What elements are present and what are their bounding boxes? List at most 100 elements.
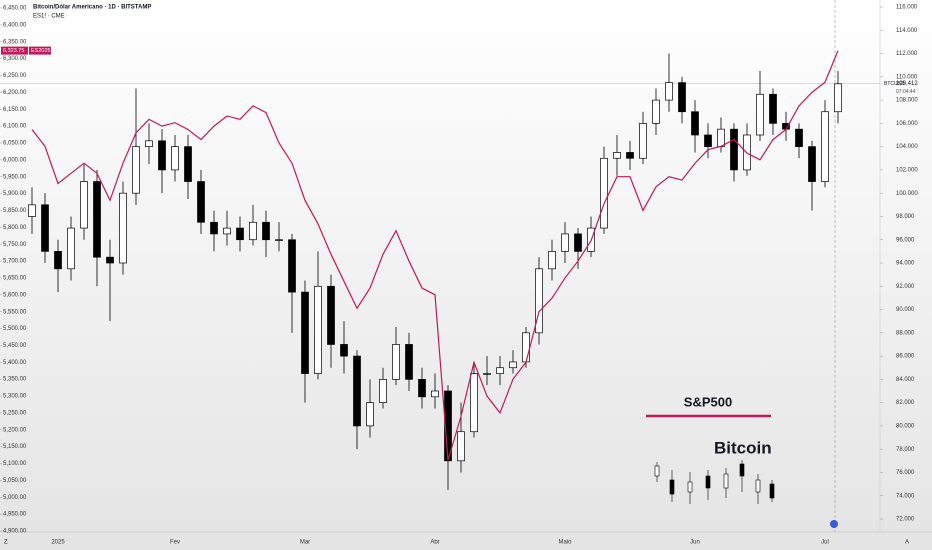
bitcoin-legend-icon (654, 460, 775, 504)
candle-body (262, 221, 270, 241)
y2-tick-label: 106.000 (896, 121, 918, 127)
candle-body (67, 227, 75, 270)
y2-tick-label: 92.000 (896, 284, 915, 290)
corner-label: A (905, 540, 909, 546)
y2-tick-label: 110.000 (896, 74, 918, 80)
y-tick-label: 5,450.00 (3, 343, 27, 349)
contract-badge (29, 46, 51, 55)
candle-body (548, 251, 556, 270)
sp500-line (31, 50, 839, 461)
y-tick-label: 5,500.00 (3, 326, 27, 332)
candle-body (184, 146, 192, 182)
y-tick-label: 5,100.00 (3, 461, 27, 467)
y-tick-label: 5,650.00 (3, 276, 27, 282)
y2-tick-label: 102.000 (896, 167, 918, 173)
candle-body (197, 181, 205, 223)
y-tick-label: 6,400.00 (3, 22, 27, 28)
candle-body (171, 146, 179, 171)
price-badge-label: 6,323.75 (3, 48, 24, 54)
candle-body (834, 83, 842, 113)
y2-tick-label: 90.000 (896, 307, 915, 313)
y-tick-label: 5,400.00 (3, 360, 27, 366)
candle-body (457, 431, 465, 462)
y-tick-label: 5,200.00 (3, 427, 27, 433)
y-tick-label: 6,100.00 (3, 124, 27, 130)
y2-tick-label: 80.000 (896, 423, 915, 429)
candle-body (366, 402, 374, 427)
y-tick-label: 6,300.00 (3, 56, 27, 62)
candle-body (444, 390, 452, 462)
candle-body (665, 82, 673, 101)
candle-body (119, 192, 127, 264)
y2-tick-label: 78.000 (896, 447, 915, 453)
y-tick-label: 5,550.00 (3, 309, 27, 315)
candle-body (535, 268, 543, 334)
y-tick-label: 5,000.00 (3, 495, 27, 501)
y-tick-label: 5,800.00 (3, 225, 27, 231)
y2-tick-label: 112.000 (896, 51, 918, 57)
legend-label: Bitcoin (714, 438, 772, 457)
y-tick-label: 6,200.00 (3, 90, 27, 96)
candle-body (145, 140, 153, 147)
candle-body (678, 82, 686, 113)
price-badge (1, 46, 28, 55)
y-tick-label: 5,350.00 (3, 377, 27, 383)
candle-body (431, 390, 439, 398)
candle-body (288, 239, 296, 293)
y-tick-label: 5,050.00 (3, 478, 27, 484)
y-tick-label: 5,250.00 (3, 410, 27, 416)
candle-body (652, 99, 660, 124)
candle-body (379, 379, 387, 403)
candle-body (717, 128, 725, 147)
y-tick-label: 5,900.00 (3, 191, 27, 197)
y2-tick-label: 82.000 (896, 400, 915, 406)
y2-tick-label: 84.000 (896, 377, 915, 383)
candle-body (301, 291, 309, 374)
candle-body (106, 256, 114, 264)
x-tick-label: Abr (430, 540, 439, 546)
candle-body (613, 152, 621, 159)
y-tick-label: 6,350.00 (3, 39, 27, 45)
y-tick-label: 5,150.00 (3, 444, 27, 450)
x-tick-label: Fev (170, 540, 180, 546)
chart-title: Bitcoin/Dólar Americano · 1D · BITSTAMP (33, 5, 151, 11)
y2-tick-label: 88.000 (896, 330, 915, 336)
contract-badge-label: ES2025 (31, 48, 51, 54)
y-tick-label: 6,150.00 (3, 107, 27, 113)
y-tick-label: 5,750.00 (3, 242, 27, 248)
candle-body (821, 111, 829, 182)
candle-body (808, 146, 816, 182)
y2-tick-label: 98.000 (896, 214, 915, 220)
candle-body (704, 134, 712, 147)
candle-body (392, 344, 400, 380)
candle-body (340, 344, 348, 357)
candle-body (470, 373, 478, 433)
y2-tick-label: 116.000 (896, 5, 918, 11)
y-tick-label: 4,900.00 (3, 529, 27, 535)
y2-tick-label: 72.000 (896, 517, 915, 523)
candle-body (249, 221, 257, 241)
y2-tick-label: 96.000 (896, 237, 915, 243)
x-tick-label: Jun (690, 540, 700, 546)
candle-body (275, 239, 283, 241)
y2-tick-label: 108.000 (896, 98, 918, 104)
y2-tick-label: 114.000 (896, 28, 918, 34)
candle-body (574, 233, 582, 252)
chart-subtitle: ES1! · CME (33, 14, 65, 20)
candle-body (769, 93, 777, 124)
y-tick-label: 6,000.00 (3, 157, 27, 163)
candle-body (80, 181, 88, 229)
candle-body (54, 251, 62, 270)
candle-body (353, 355, 361, 427)
candle-body (327, 285, 335, 345)
y2-tick-label: 74.000 (896, 493, 915, 499)
candle-body (522, 332, 530, 363)
candle-body (236, 227, 244, 241)
candle-body (314, 285, 322, 374)
y2-tick-label: 104.000 (896, 144, 918, 150)
candle-body (691, 111, 699, 136)
y-tick-label: 6,250.00 (3, 73, 27, 79)
y2-tick-label: 94.000 (896, 261, 915, 267)
candle-body (496, 367, 504, 374)
